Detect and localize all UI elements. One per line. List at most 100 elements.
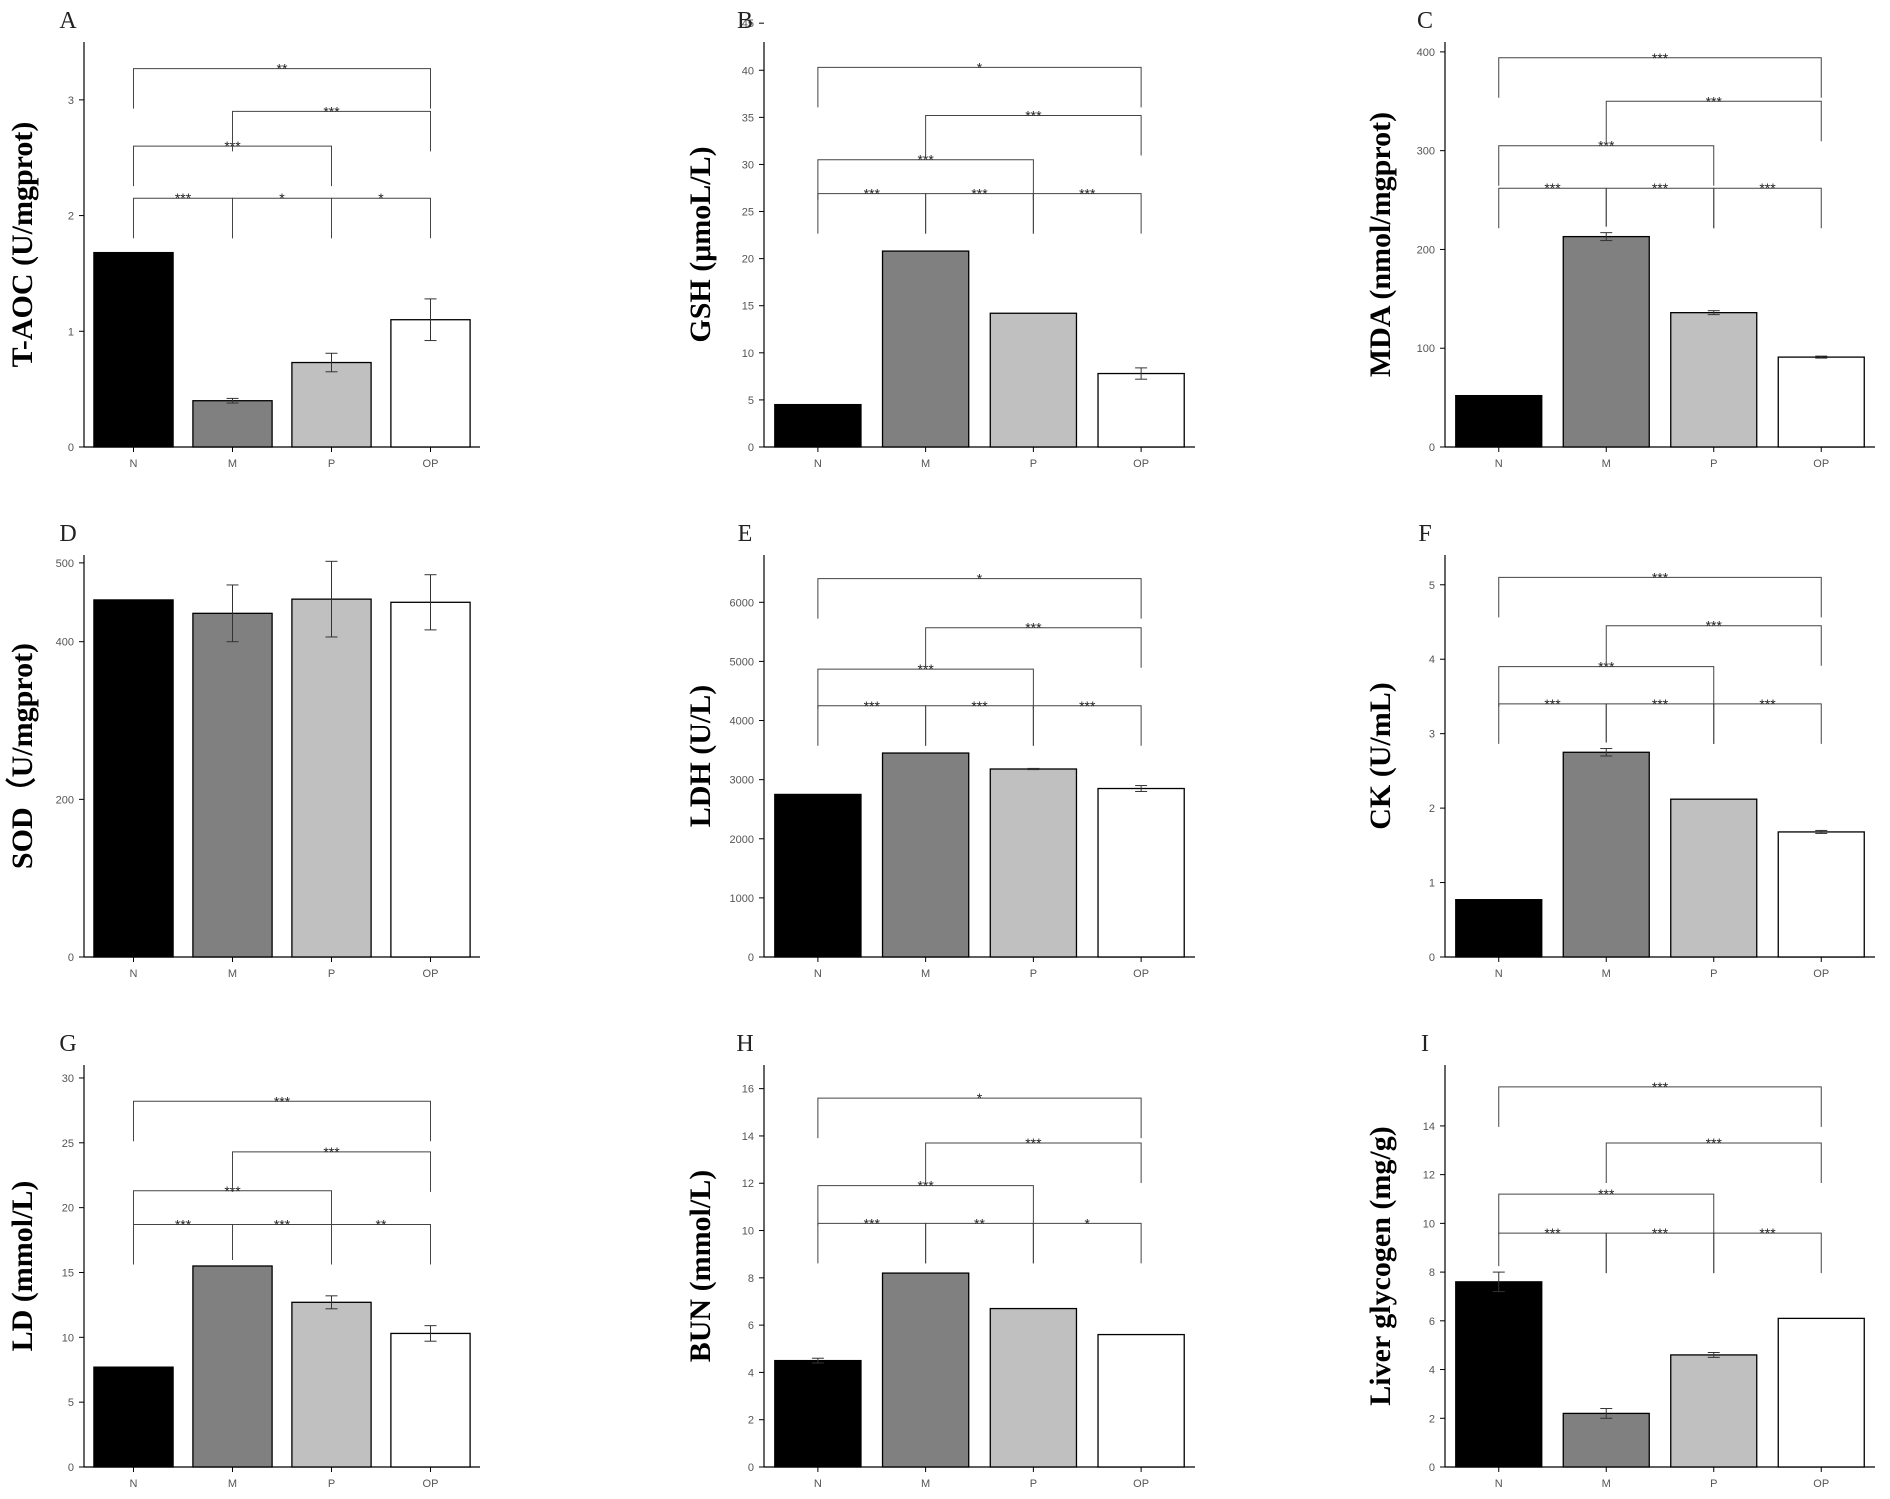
y-tick-label: 15 xyxy=(62,1267,74,1279)
significance-label: *** xyxy=(971,186,988,202)
x-tick-label: M xyxy=(921,1478,930,1490)
bar-P xyxy=(291,1301,372,1468)
significance-bracket xyxy=(925,114,1142,156)
significance-label: *** xyxy=(1652,180,1669,196)
significance-bracket xyxy=(1498,1086,1822,1127)
significance-label: *** xyxy=(1652,50,1669,66)
y-tick-label: 2000 xyxy=(730,834,754,846)
y-tick-label: 5 xyxy=(68,1397,74,1409)
y-tick-label: 3000 xyxy=(730,775,754,787)
bar-OP xyxy=(1777,1317,1865,1468)
significance-bracket xyxy=(925,627,1142,668)
significance-bracket xyxy=(817,1097,1142,1139)
bar-N xyxy=(774,1359,862,1468)
x-tick-label: N xyxy=(1495,968,1503,980)
significance-label: *** xyxy=(864,698,881,714)
significance-bracket xyxy=(331,197,431,239)
significance-label: *** xyxy=(1025,107,1042,123)
y-tick-label: 0 xyxy=(1429,1462,1435,1474)
x-tick-label: M xyxy=(228,1478,237,1490)
panel-C: 0 100 200 300 400 N M P OP *** *** *** *** *** *** C MDA… xyxy=(1364,8,1875,470)
y-tick-label: 0 xyxy=(748,1462,754,1474)
significance-bracket xyxy=(1713,187,1822,229)
panel-F: 0 1 2 3 4 5 N M P OP *** *** *** *** *** *** F CK (U/mL) xyxy=(1364,521,1875,980)
bar-OP xyxy=(1097,1333,1185,1468)
significance-label: *** xyxy=(1759,696,1776,712)
y-tick-label: 0 xyxy=(68,952,74,964)
bar-P xyxy=(291,598,372,958)
significance-bracket xyxy=(232,1151,431,1192)
bar-M xyxy=(1562,1412,1650,1468)
panel-letter: A xyxy=(59,8,77,34)
significance-label: *** xyxy=(1544,1225,1561,1241)
significance-label: *** xyxy=(274,1093,291,1109)
panel-D: 0 200 400 500 N M P OP D SOD（U/mgprot) xyxy=(5,521,480,980)
significance-bracket xyxy=(1032,1222,1142,1264)
x-tick-label: N xyxy=(1495,458,1503,470)
panel-letter: G xyxy=(59,1031,76,1057)
significance-bracket xyxy=(925,1142,1142,1184)
y-tick-label: 1 xyxy=(68,326,74,338)
significance-bracket xyxy=(1498,1193,1715,1235)
x-tick-label: M xyxy=(1602,968,1611,980)
y-tick-label: 300 xyxy=(1417,146,1435,158)
significance-label: *** xyxy=(1706,618,1723,634)
significance-label: *** xyxy=(1759,180,1776,196)
panel-letter: H xyxy=(736,1031,753,1057)
bar-P xyxy=(989,1307,1078,1468)
bar-N xyxy=(93,251,174,448)
significance-label: *** xyxy=(1706,93,1723,109)
y-tick-label: 3 xyxy=(68,95,74,107)
significance-bracket xyxy=(232,110,431,152)
y-tick-label: 400 xyxy=(1417,47,1435,59)
x-tick-label: OP xyxy=(1813,968,1829,980)
x-tick-label: P xyxy=(1710,1478,1717,1490)
x-tick-label: P xyxy=(328,968,335,980)
significance-label: * xyxy=(1085,1215,1091,1231)
x-tick-label: OP xyxy=(1133,968,1149,980)
y-tick-label: 10 xyxy=(62,1332,74,1344)
bar-M xyxy=(192,1265,273,1468)
x-tick-label: OP xyxy=(1813,1478,1829,1490)
significance-label: *** xyxy=(175,190,192,206)
significance-label: *** xyxy=(971,698,988,714)
x-tick-label: OP xyxy=(423,458,439,470)
significance-label: *** xyxy=(323,103,340,119)
significance-bracket xyxy=(817,159,1034,200)
y-tick-label: 3 xyxy=(1429,729,1435,741)
significance-label: *** xyxy=(1598,138,1615,154)
bar-N xyxy=(774,793,862,958)
y-tick-label: 15 xyxy=(742,301,754,313)
bar-N xyxy=(1455,1281,1543,1468)
bar-P xyxy=(291,361,372,448)
x-tick-label: P xyxy=(328,1478,335,1490)
y-tick-label: 400 xyxy=(56,637,74,649)
y-tick-label: 8 xyxy=(748,1273,754,1285)
bar-N xyxy=(93,599,174,958)
y-tick-label: 4000 xyxy=(730,716,754,728)
y-tick-label: 2 xyxy=(68,211,74,223)
significance-label: * xyxy=(279,190,285,206)
y-tick-label: 10 xyxy=(742,348,754,360)
bar-P xyxy=(1670,798,1758,958)
bar-M xyxy=(881,1272,970,1468)
x-tick-label: M xyxy=(1602,458,1611,470)
significance-label: ** xyxy=(376,1217,387,1233)
significance-bracket xyxy=(1713,1232,1822,1274)
bar-N xyxy=(774,403,862,448)
y-tick-label: 100 xyxy=(1417,343,1435,355)
significance-bracket xyxy=(817,578,1142,619)
y-tick-label: 200 xyxy=(56,794,74,806)
significance-label: * xyxy=(977,59,983,75)
significance-label: *** xyxy=(1706,1135,1723,1151)
significance-label: ** xyxy=(974,1215,985,1231)
y-tick-label: 4 xyxy=(748,1367,754,1379)
y-axis-label: Liver glycogen (mg/g) xyxy=(1364,1126,1397,1405)
y-tick-label: 500 xyxy=(56,558,74,570)
x-tick-label: M xyxy=(921,458,930,470)
panel-letter: E xyxy=(738,521,753,547)
x-tick-label: N xyxy=(814,458,822,470)
y-tick-label: 5 xyxy=(748,395,754,407)
